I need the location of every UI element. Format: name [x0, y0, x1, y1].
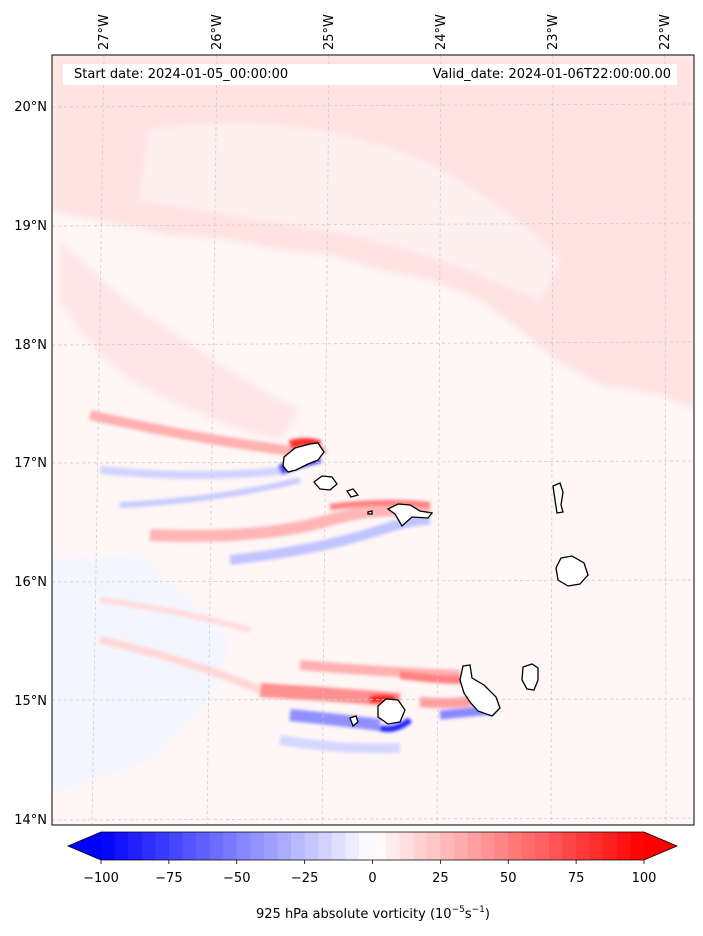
colorbar-segment — [548, 832, 564, 860]
lat-tick-label: 16°N — [14, 575, 47, 590]
colorbar-label: 925 hPa absolute vorticity (10−5s−1) — [256, 905, 490, 922]
lon-tick-label: 22°W — [658, 14, 673, 50]
colorbar-segment — [440, 832, 455, 860]
colorbar-segment — [236, 832, 251, 860]
colorbar-segment — [263, 832, 279, 860]
island-maio — [521, 663, 539, 691]
island-sao-nicolau — [386, 503, 434, 528]
colorbar-segment — [413, 832, 428, 860]
colorbar-segment — [209, 832, 224, 860]
lon-tick-label: 25°W — [322, 14, 337, 50]
island-fogo — [377, 698, 406, 725]
colorbar-segment — [196, 832, 211, 860]
colorbar-segment — [182, 832, 197, 860]
island-coastlines — [282, 442, 589, 728]
colorbar-segment — [399, 832, 414, 860]
colorbar-segment — [155, 832, 170, 860]
colorbar-extend-min — [68, 832, 101, 860]
colorbar-segment — [168, 832, 184, 860]
colorbar-segment — [508, 832, 523, 860]
island-boa-vista — [555, 555, 589, 587]
colorbar-tick-label: −25 — [291, 871, 318, 886]
colorbar-tick-label: 75 — [568, 871, 585, 886]
colorbar-tick-label: −50 — [223, 871, 250, 886]
island-santiago — [459, 664, 501, 717]
lon-tick-label: 26°W — [210, 14, 225, 50]
island-sal — [552, 482, 564, 514]
lon-tick-label: 23°W — [546, 14, 561, 50]
colorbar-segment — [141, 832, 156, 860]
colorbar-tick-label: 100 — [632, 871, 657, 886]
colorbar-segment — [128, 832, 143, 860]
island-brava — [349, 715, 359, 728]
lon-tick-label: 27°W — [97, 14, 112, 50]
island-sao-vicente — [313, 475, 338, 491]
colorbar-segment — [576, 832, 591, 860]
start-date: Start date: 2024-01-05_00:00:00 — [74, 67, 289, 82]
colorbar-segment — [304, 832, 319, 860]
lat-tick-label: 14°N — [14, 813, 47, 828]
gridlines — [52, 55, 694, 825]
colorbar-segment — [521, 832, 536, 860]
colorbar: −100 −75 −50 −25 0 25 50 75 100 925 hPa absolute… — [66, 831, 679, 922]
colorbar-segment — [223, 832, 238, 860]
colorbar-tick-label: 0 — [368, 871, 376, 886]
colorbar-segment — [114, 832, 129, 860]
lat-tick-labels: 20°N 19°N 18°N 17°N 16°N 15°N 14°N — [14, 100, 47, 828]
map-panel — [52, 55, 694, 825]
colorbar-segment — [101, 832, 116, 860]
colorbar-segment — [562, 832, 577, 860]
lat-tick-label: 20°N — [14, 100, 47, 115]
colorbar-tick-label: −100 — [83, 871, 119, 886]
colorbar-segments — [101, 832, 645, 860]
colorbar-segment — [589, 832, 604, 860]
colorbar-segment — [535, 832, 550, 860]
colorbar-segment — [453, 832, 469, 860]
colorbar-segment — [291, 832, 306, 860]
colorbar-tick-label: 50 — [500, 871, 517, 886]
colorbar-ticks: −100 −75 −50 −25 0 25 50 75 100 — [83, 860, 656, 886]
lon-tick-label: 24°W — [434, 14, 449, 50]
colorbar-segment — [386, 832, 401, 860]
colorbar-segment — [372, 832, 387, 860]
colorbar-segment — [250, 832, 265, 860]
colorbar-segment — [481, 832, 496, 860]
lon-tick-labels: 27°W 26°W 25°W 24°W 23°W 22°W — [97, 14, 673, 50]
colorbar-segment — [277, 832, 292, 860]
colorbar-segment — [603, 832, 618, 860]
colorbar-segment — [331, 832, 346, 860]
lat-tick-label: 18°N — [14, 338, 47, 353]
island-santa-luzia — [345, 488, 360, 498]
colorbar-segment — [426, 832, 441, 860]
lat-tick-label: 15°N — [14, 694, 47, 709]
colorbar-segment — [318, 832, 333, 860]
island-santo-antao — [282, 442, 325, 473]
colorbar-segment — [616, 832, 632, 860]
colorbar-segment — [358, 832, 374, 860]
colorbar-segment — [630, 832, 645, 860]
date-header: Start date: 2024-01-05_00:00:00 Valid_da… — [63, 64, 677, 85]
colorbar-segment — [345, 832, 360, 860]
valid-date: Valid_date: 2024-01-06T22:00:00.00 — [432, 67, 671, 82]
lat-tick-label: 19°N — [14, 219, 47, 234]
island-ilheu — [367, 510, 373, 515]
colorbar-segment — [467, 832, 482, 860]
lat-tick-label: 17°N — [14, 456, 47, 471]
colorbar-extend-max — [644, 832, 677, 860]
colorbar-tick-label: −75 — [155, 871, 182, 886]
map-border — [51, 54, 695, 826]
colorbar-segment — [494, 832, 509, 860]
colorbar-tick-label: 25 — [432, 871, 449, 886]
